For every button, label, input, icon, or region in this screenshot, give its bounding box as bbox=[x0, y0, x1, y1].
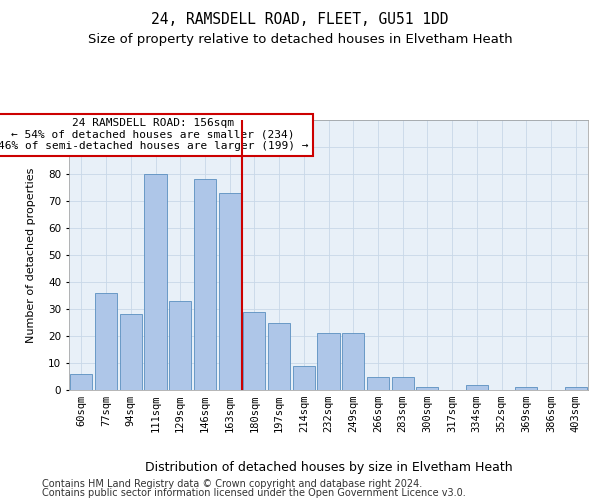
Bar bbox=[466, 384, 488, 390]
Text: 24 RAMSDELL ROAD: 156sqm
← 54% of detached houses are smaller (234)
46% of semi-: 24 RAMSDELL ROAD: 156sqm ← 54% of detach… bbox=[0, 118, 308, 152]
Bar bbox=[145, 174, 167, 390]
Bar bbox=[342, 334, 364, 390]
Bar bbox=[392, 376, 414, 390]
Bar bbox=[70, 374, 92, 390]
Bar bbox=[119, 314, 142, 390]
Bar bbox=[317, 334, 340, 390]
Bar bbox=[218, 193, 241, 390]
Text: Distribution of detached houses by size in Elvetham Heath: Distribution of detached houses by size … bbox=[145, 461, 512, 474]
Bar bbox=[194, 180, 216, 390]
Bar bbox=[293, 366, 315, 390]
Bar bbox=[243, 312, 265, 390]
Text: Contains public sector information licensed under the Open Government Licence v3: Contains public sector information licen… bbox=[42, 488, 466, 498]
Bar bbox=[169, 301, 191, 390]
Bar bbox=[416, 388, 439, 390]
Bar bbox=[367, 376, 389, 390]
Text: Contains HM Land Registry data © Crown copyright and database right 2024.: Contains HM Land Registry data © Crown c… bbox=[42, 479, 422, 489]
Bar bbox=[515, 388, 538, 390]
Bar bbox=[268, 322, 290, 390]
Text: 24, RAMSDELL ROAD, FLEET, GU51 1DD: 24, RAMSDELL ROAD, FLEET, GU51 1DD bbox=[151, 12, 449, 28]
Bar bbox=[565, 388, 587, 390]
Bar bbox=[95, 293, 117, 390]
Y-axis label: Number of detached properties: Number of detached properties bbox=[26, 168, 36, 342]
Text: Size of property relative to detached houses in Elvetham Heath: Size of property relative to detached ho… bbox=[88, 32, 512, 46]
